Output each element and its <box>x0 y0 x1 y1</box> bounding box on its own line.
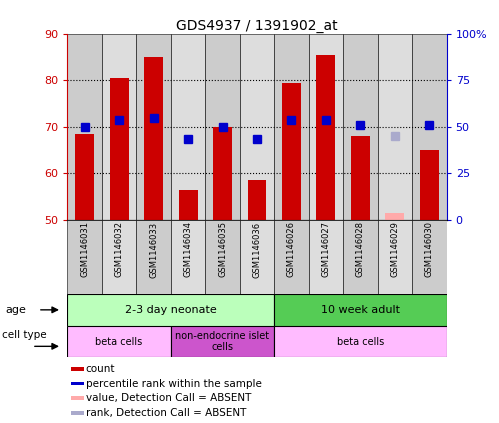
Bar <box>378 220 412 294</box>
Bar <box>179 190 198 220</box>
Bar <box>240 220 274 294</box>
Text: GSM1146031: GSM1146031 <box>80 222 89 277</box>
Bar <box>385 213 404 220</box>
Bar <box>412 220 447 294</box>
Bar <box>213 127 232 220</box>
Bar <box>67 220 102 294</box>
Text: GSM1146030: GSM1146030 <box>425 222 434 277</box>
Text: GSM1146028: GSM1146028 <box>356 222 365 277</box>
Bar <box>343 220 378 294</box>
Bar <box>378 34 412 220</box>
Bar <box>412 34 447 220</box>
Title: GDS4937 / 1391902_at: GDS4937 / 1391902_at <box>176 19 338 33</box>
Bar <box>205 34 240 220</box>
Bar <box>75 134 94 220</box>
Text: percentile rank within the sample: percentile rank within the sample <box>86 379 261 389</box>
Bar <box>171 34 205 220</box>
Text: beta cells: beta cells <box>95 337 143 346</box>
Bar <box>102 34 136 220</box>
Text: 2-3 day neonate: 2-3 day neonate <box>125 305 217 315</box>
Text: GSM1146034: GSM1146034 <box>184 222 193 277</box>
Bar <box>136 34 171 220</box>
Text: count: count <box>86 364 115 374</box>
Bar <box>67 34 102 220</box>
Text: GSM1146032: GSM1146032 <box>115 222 124 277</box>
Bar <box>71 396 84 400</box>
Bar <box>309 220 343 294</box>
Bar <box>102 220 136 294</box>
Bar <box>274 34 309 220</box>
Bar <box>282 82 301 220</box>
Bar <box>71 368 84 371</box>
Bar <box>248 181 266 220</box>
Bar <box>309 34 343 220</box>
Text: age: age <box>5 305 26 315</box>
Bar <box>420 150 439 220</box>
Bar <box>171 220 205 294</box>
Bar <box>171 326 274 357</box>
Text: GSM1146036: GSM1146036 <box>252 222 261 277</box>
Bar <box>205 220 240 294</box>
Bar <box>67 326 171 357</box>
Bar <box>343 34 378 220</box>
Bar <box>71 382 84 385</box>
Bar <box>274 220 309 294</box>
Text: GSM1146026: GSM1146026 <box>287 222 296 277</box>
Text: value, Detection Call = ABSENT: value, Detection Call = ABSENT <box>86 393 251 403</box>
Bar <box>316 55 335 220</box>
Bar <box>136 220 171 294</box>
Bar <box>110 78 129 220</box>
Bar <box>71 411 84 415</box>
Text: cell type: cell type <box>2 330 47 340</box>
Text: GSM1146027: GSM1146027 <box>321 222 330 277</box>
Text: GSM1146029: GSM1146029 <box>390 222 399 277</box>
Bar <box>67 294 274 326</box>
Bar <box>274 326 447 357</box>
Text: GSM1146035: GSM1146035 <box>218 222 227 277</box>
Bar <box>351 136 370 220</box>
Text: 10 week adult: 10 week adult <box>321 305 400 315</box>
Bar <box>274 294 447 326</box>
Text: non-endocrine islet
cells: non-endocrine islet cells <box>176 331 269 352</box>
Bar <box>144 57 163 220</box>
Text: beta cells: beta cells <box>337 337 384 346</box>
Bar <box>240 34 274 220</box>
Text: rank, Detection Call = ABSENT: rank, Detection Call = ABSENT <box>86 408 246 418</box>
Text: GSM1146033: GSM1146033 <box>149 222 158 277</box>
